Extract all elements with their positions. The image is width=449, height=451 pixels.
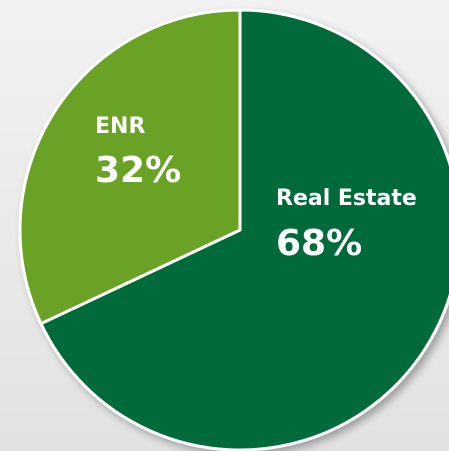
slice-name: ENR [95,114,145,139]
labels: Real Estate 68% ENR 32% [95,114,417,264]
pie [18,8,449,451]
slice-name: Real Estate [276,186,417,211]
pie-slice [39,8,449,451]
pie-slice [18,8,242,326]
slice-value-label: 68% [276,223,362,264]
slice-value-label: 32% [95,150,181,191]
